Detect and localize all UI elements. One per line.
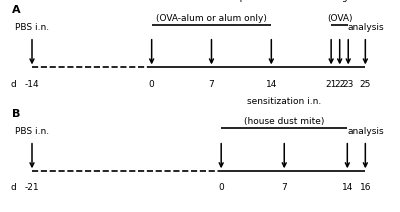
Text: (house dust mite): (house dust mite) (244, 117, 324, 126)
Text: (OVA): (OVA) (327, 14, 352, 22)
Text: PBS i.n.: PBS i.n. (15, 127, 49, 136)
Text: -14: -14 (25, 80, 39, 89)
Text: d: d (10, 183, 16, 192)
Text: B: B (12, 109, 20, 119)
Text: sensitization i.n.: sensitization i.n. (247, 97, 321, 106)
Text: PBS i.n.: PBS i.n. (15, 23, 49, 32)
Text: 23: 23 (342, 80, 354, 89)
Text: (OVA-alum or alum only): (OVA-alum or alum only) (156, 14, 267, 22)
Text: 16: 16 (360, 183, 371, 192)
Text: 25: 25 (360, 80, 371, 89)
Text: 0: 0 (218, 183, 224, 192)
Text: sensitization i.p.: sensitization i.p. (174, 0, 249, 2)
Text: 21: 21 (326, 80, 337, 89)
Text: 22: 22 (334, 80, 345, 89)
Text: challenge i.n.: challenge i.n. (309, 0, 370, 2)
Text: A: A (12, 5, 21, 15)
Text: d: d (10, 80, 16, 89)
Text: 7: 7 (209, 80, 214, 89)
Text: -21: -21 (25, 183, 39, 192)
Text: 14: 14 (342, 183, 353, 192)
Text: 0: 0 (149, 80, 154, 89)
Text: 14: 14 (266, 80, 277, 89)
Text: analysis: analysis (347, 127, 384, 136)
Text: analysis: analysis (347, 23, 384, 32)
Text: 7: 7 (281, 183, 287, 192)
